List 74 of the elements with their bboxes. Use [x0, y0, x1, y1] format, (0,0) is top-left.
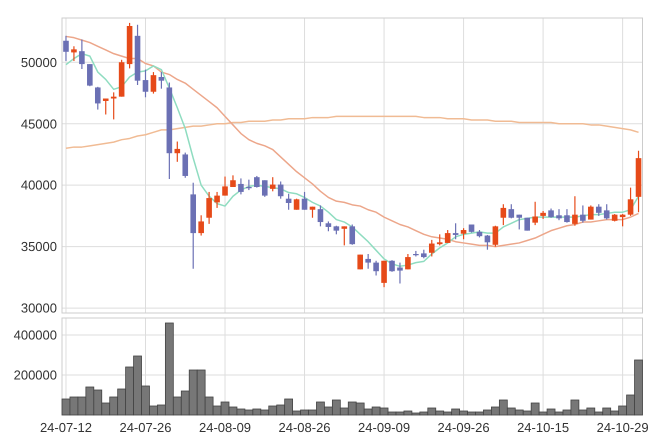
- candlestick: [428, 239, 435, 258]
- candlestick: [460, 228, 466, 240]
- candlestick: [484, 234, 490, 250]
- y-tick-label: 35000: [20, 239, 57, 254]
- candlestick: [365, 253, 371, 270]
- candlestick: [381, 260, 387, 288]
- candlestick: [310, 206, 316, 218]
- candlestick: [278, 180, 284, 200]
- x-tick-label: 24-10-29: [596, 420, 649, 435]
- candlestick: [452, 222, 458, 240]
- candlestick: [349, 224, 356, 246]
- candlestick: [87, 63, 93, 87]
- x-tick-label: 24-08-09: [198, 420, 252, 435]
- x-tick-label: 24-09-09: [358, 420, 410, 435]
- x-tick-label: 24-07-12: [40, 420, 92, 435]
- candlestick: [182, 152, 188, 178]
- candlestick: [222, 176, 228, 196]
- candlestick: [564, 208, 570, 224]
- candlestick: [580, 204, 586, 224]
- candlestick: [94, 86, 101, 110]
- candlestick: [326, 220, 332, 232]
- candlestick: [556, 208, 562, 221]
- candlestick: [397, 262, 403, 284]
- candlestick: [318, 204, 324, 227]
- candlestick: [198, 214, 204, 236]
- candlestick: [524, 217, 530, 232]
- candlestick: [492, 225, 498, 248]
- x-tick-label: 24-07-26: [119, 420, 172, 435]
- y-tick-label: 45000: [20, 116, 57, 132]
- candlestick: [604, 204, 610, 220]
- candlestick: [342, 226, 348, 246]
- candlestick: [373, 260, 379, 276]
- candlestick: [174, 140, 180, 162]
- candlestick: [508, 204, 514, 219]
- y-tick-label: 30000: [20, 300, 57, 316]
- x-tick-label: 24-08-26: [278, 420, 331, 435]
- candlestick: [500, 204, 506, 226]
- candlestick: [357, 254, 363, 270]
- candlestick: [254, 175, 260, 188]
- y-tick-label: 200000: [14, 368, 57, 383]
- y-tick-label: 50000: [20, 54, 57, 70]
- line-series: [65, 116, 640, 150]
- candlestick: [71, 46, 77, 62]
- y-tick-label: 400000: [14, 328, 57, 343]
- candlestick: [516, 214, 522, 230]
- candlestick: [102, 98, 109, 116]
- candlestick: [405, 253, 411, 270]
- candlestick: [286, 193, 292, 210]
- x-tick-label: 24-09-26: [438, 420, 490, 435]
- candlestick: [110, 92, 116, 120]
- candlestick: [206, 191, 212, 224]
- candlestick: [294, 198, 300, 210]
- candlestick: [79, 38, 85, 70]
- candlestick: [596, 204, 602, 216]
- candlestick: [238, 178, 244, 195]
- candlestick: [588, 204, 594, 220]
- y-tick-label: 40000: [20, 178, 57, 193]
- line-series: [65, 36, 640, 248]
- candlestick: [548, 208, 554, 218]
- candlestick: [532, 201, 538, 226]
- candlestick: [572, 196, 578, 226]
- candlestick: [620, 213, 626, 227]
- candlestick: [63, 35, 69, 62]
- candlestick: [302, 191, 308, 210]
- x-tick-label: 24-10-15: [517, 420, 570, 435]
- candlestick: [150, 71, 156, 94]
- candlestick: [389, 260, 395, 272]
- candlestick: [214, 191, 220, 209]
- candlestick: [270, 176, 276, 192]
- candlestick: [262, 180, 268, 198]
- candlestick: [158, 71, 164, 90]
- candlestick: [444, 229, 450, 244]
- candlestick: [142, 69, 148, 98]
- candlestick: [628, 187, 634, 216]
